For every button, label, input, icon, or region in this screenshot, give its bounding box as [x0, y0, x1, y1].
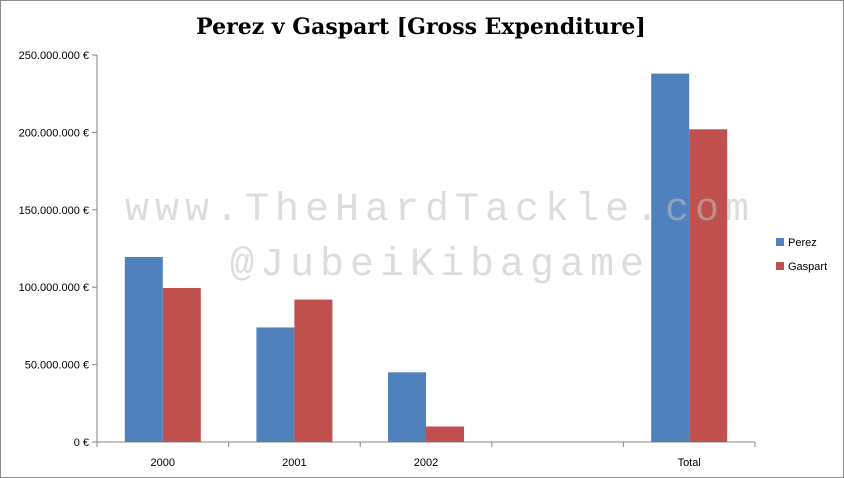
watermark-line-2: @JubeiKibagame	[230, 243, 650, 288]
y-tick-label: 0 €	[74, 437, 89, 449]
bar-gaspart-total	[689, 129, 728, 442]
x-tick-label: 2001	[282, 457, 306, 469]
y-tick-label: 200.000.000 €	[19, 127, 89, 139]
bar-perez-2000	[124, 257, 163, 442]
x-tick-label: Total	[678, 457, 701, 469]
bar-perez-2001	[256, 327, 295, 442]
legend: Perez Gaspart	[776, 237, 827, 273]
bar-perez-total	[651, 73, 690, 443]
y-tick-label: 100.000.000 €	[19, 282, 89, 294]
bar-perez-2002	[388, 372, 426, 442]
legend-label-perez: Perez	[788, 237, 817, 249]
y-tick-label: 50.000.000 €	[25, 360, 89, 372]
bar-gaspart-2001	[294, 299, 333, 442]
y-axis: 0 € 50.000.000 € 100.000.000 € 150.000.000 …	[19, 50, 98, 449]
y-tick-label: 150.000.000 €	[19, 205, 89, 217]
bars	[124, 73, 728, 443]
x-axis: 2000 2001 2002 Total	[96, 441, 756, 469]
legend-swatch-gaspart	[776, 262, 784, 270]
legend-label-gaspart: Gaspart	[788, 261, 827, 273]
bar-gaspart-2002	[426, 426, 464, 442]
watermark-line-1: www.TheHardTackle.com	[125, 188, 755, 233]
x-tick-label: 2002	[414, 457, 438, 469]
bar-gaspart-2000	[162, 287, 201, 442]
y-tick-label: 250.000.000 €	[19, 50, 89, 62]
legend-swatch-perez	[776, 238, 784, 246]
chart-title: Perez v Gaspart [Gross Expenditure]	[196, 14, 646, 40]
x-tick-label: 2000	[151, 457, 175, 469]
